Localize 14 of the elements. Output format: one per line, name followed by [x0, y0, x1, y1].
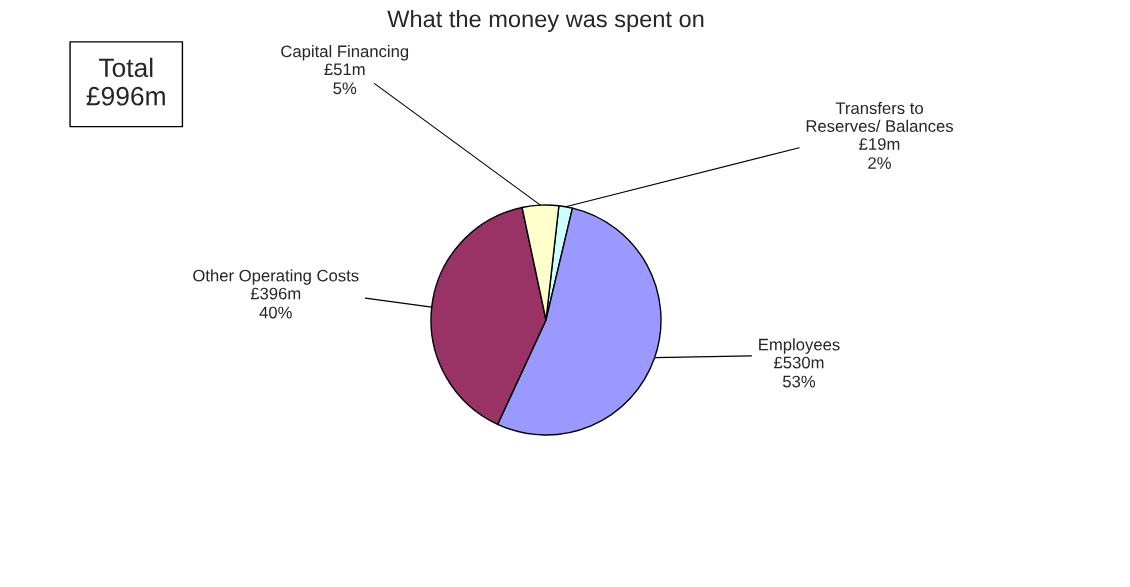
- slice-label: Employees: [759, 338, 840, 354]
- text: 40%: [259, 306, 292, 319]
- data-label: £396m: [250, 287, 301, 300]
- text: 53%: [782, 375, 816, 388]
- text: 5%: [333, 82, 357, 95]
- slice-label: Capital Financing: [281, 45, 409, 61]
- data-label: £51m: [324, 63, 365, 76]
- slice-label: Transfers to Reserves/ Balances: [806, 101, 954, 132]
- data-label: £19m: [859, 138, 900, 150]
- data-label: £530m: [773, 356, 824, 369]
- slice-label: Other Operating Costs: [193, 269, 359, 285]
- text: Total £996m: [86, 57, 165, 106]
- chart-title: What the money was spent on: [387, 10, 704, 32]
- text: 2%: [868, 157, 891, 169]
